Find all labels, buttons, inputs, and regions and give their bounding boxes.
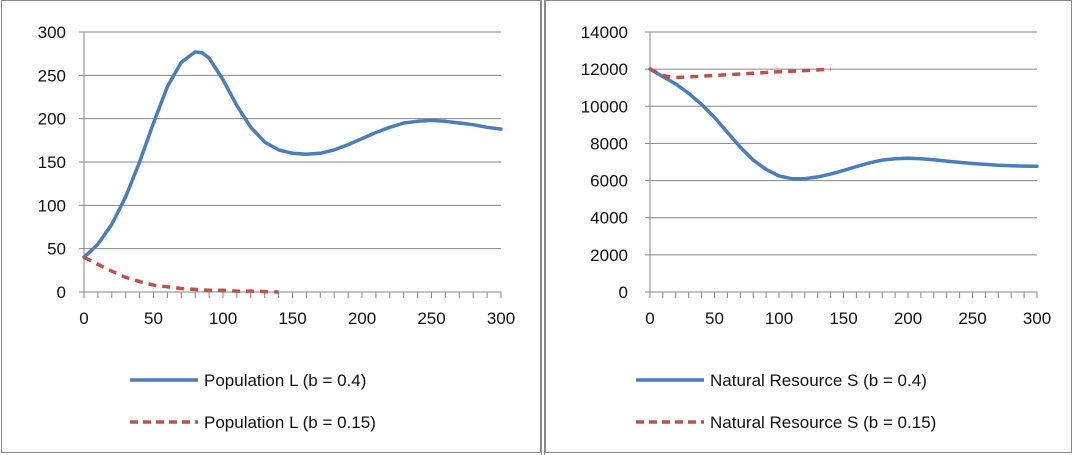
x-tick-label: 0: [79, 309, 88, 328]
x-tick-label: 50: [144, 309, 163, 328]
population-series-b04-line: [82, 50, 503, 260]
y-tick-label: 10000: [581, 97, 628, 116]
panel-divider: [541, 0, 545, 455]
population-chart-svg: 0 50 100 150 200 250 300 0 50 100 150 200 250 300 Popu…: [38, 23, 516, 432]
y-tick-label: 8000: [590, 134, 628, 153]
x-tick-label: 100: [765, 309, 793, 328]
y-tick-label: 250: [38, 66, 66, 85]
x-tick-label: 250: [958, 309, 986, 328]
x-tick-label: 300: [487, 309, 515, 328]
y-tick-label: 0: [57, 283, 66, 302]
x-tick-label: 100: [209, 309, 237, 328]
x-tick-label: 250: [417, 309, 445, 328]
y-tick-label: 12000: [581, 60, 628, 79]
legend-label: Natural Resource S (b = 0.4): [710, 371, 927, 390]
population-series-b015-line: [83, 255, 279, 294]
y-tick-label: 14000: [581, 23, 628, 42]
y-tick-label: 4000: [590, 209, 628, 228]
y-tick-label: 300: [38, 23, 66, 42]
natural-resource-series-b04-line: [648, 67, 1039, 181]
natural-resource-chart-svg: 0 2000 4000 6000 8000 10000 12000 14000 0 50 100 15…: [581, 23, 1051, 432]
chart-panel-population: 0 50 100 150 200 250 300 0 50 100 150 200 250 300 Popu…: [1, 0, 541, 453]
y-tick-label: 50: [47, 240, 66, 259]
y-tick-label: 0: [619, 283, 628, 302]
legend-label: Population L (b = 0.4): [204, 371, 366, 390]
x-tick-label: 150: [829, 309, 857, 328]
y-tick-label: 2000: [590, 246, 628, 265]
natural-resource-series-b015-line: [649, 67, 831, 80]
legend-label: Population L (b = 0.15): [204, 413, 376, 432]
x-tick-label: 300: [1023, 309, 1051, 328]
x-tick-label: 0: [645, 309, 654, 328]
chart-panel-natural-resource: 0 2000 4000 6000 8000 10000 12000 14000 0 50 100 15…: [545, 0, 1072, 453]
x-tick-label: 200: [894, 309, 922, 328]
x-tick-label: 150: [278, 309, 306, 328]
y-tick-label: 6000: [590, 172, 628, 191]
y-tick-label: 200: [38, 110, 66, 129]
y-tick-label: 150: [38, 153, 66, 172]
legend-label: Natural Resource S (b = 0.15): [710, 413, 936, 432]
x-tick-label: 200: [348, 309, 376, 328]
x-tick-label: 50: [705, 309, 724, 328]
y-tick-label: 100: [38, 196, 66, 215]
